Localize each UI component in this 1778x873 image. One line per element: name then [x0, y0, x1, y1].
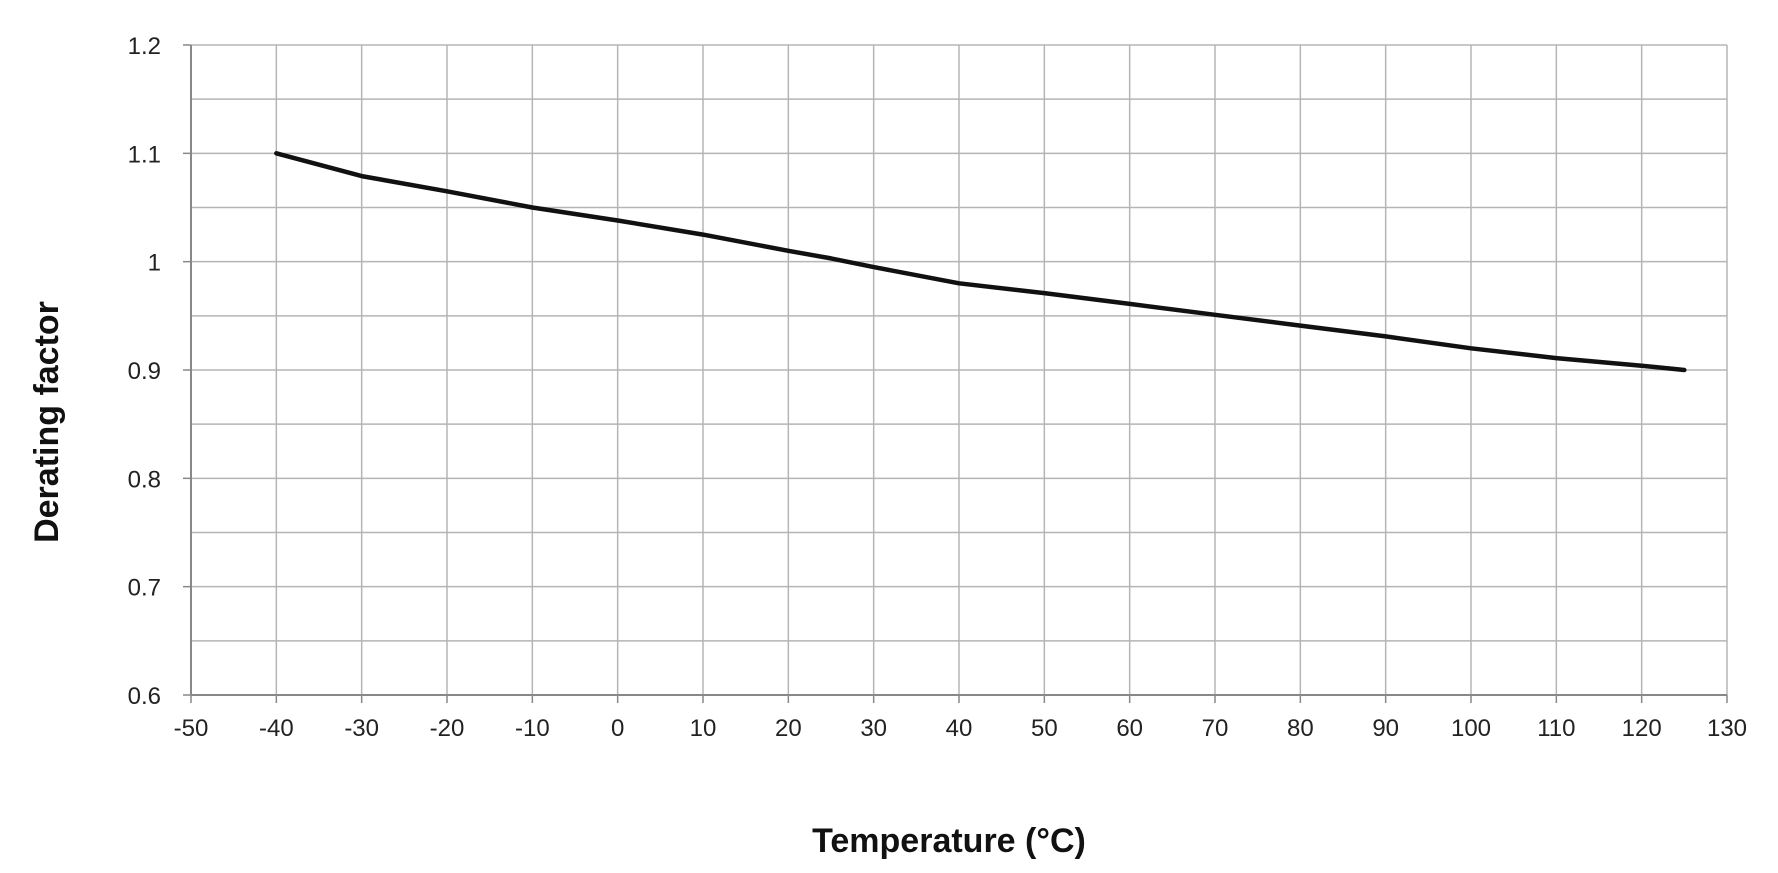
y-tick-label: 0.9 [128, 358, 161, 385]
x-tick-label: 80 [1287, 715, 1314, 742]
y-tick-label: 0.7 [128, 575, 161, 602]
x-tick-label: 40 [946, 715, 973, 742]
x-tick-label: 10 [690, 715, 717, 742]
x-tick-labels: -50 -40 -30 -20 -10 0 10 20 30 40 50 60 70 80 90 100 110… [174, 715, 1747, 742]
series-line [274, 151, 1687, 373]
x-tick-label: 50 [1031, 715, 1058, 742]
x-tick-label: 70 [1202, 715, 1229, 742]
x-tick-label: -20 [430, 715, 465, 742]
x-tick-label: 120 [1622, 715, 1662, 742]
x-tick-label: -50 [174, 715, 209, 742]
gridlines [190, 44, 1728, 696]
x-tick-label: -40 [259, 715, 294, 742]
series-lines [274, 151, 1687, 373]
x-tick-label: 90 [1372, 715, 1399, 742]
y-tick-label: 0.6 [128, 683, 161, 710]
x-tick-label: -10 [515, 715, 550, 742]
y-tick-label: 1.2 [128, 33, 161, 60]
x-tick-label: 110 [1537, 715, 1575, 742]
x-tick-label: 130 [1707, 715, 1747, 742]
y-tick-label: 1.1 [128, 141, 161, 168]
x-tick-label: 100 [1451, 715, 1491, 742]
x-axis-title: Temperature (°C) [812, 822, 1086, 860]
y-tick-label: 1 [148, 250, 161, 277]
axes [183, 44, 1728, 703]
x-tick-label: 20 [775, 715, 802, 742]
y-axis-title: Derating factor [28, 301, 66, 543]
x-tick-label: 0 [611, 715, 624, 742]
x-tick-label: 30 [860, 715, 887, 742]
x-tick-label: 60 [1116, 715, 1143, 742]
y-tick-label: 0.8 [128, 466, 161, 493]
x-tick-label: -30 [344, 715, 379, 742]
y-tick-labels: 0.6 0.7 0.8 0.9 1 1.1 1.2 [128, 33, 161, 710]
